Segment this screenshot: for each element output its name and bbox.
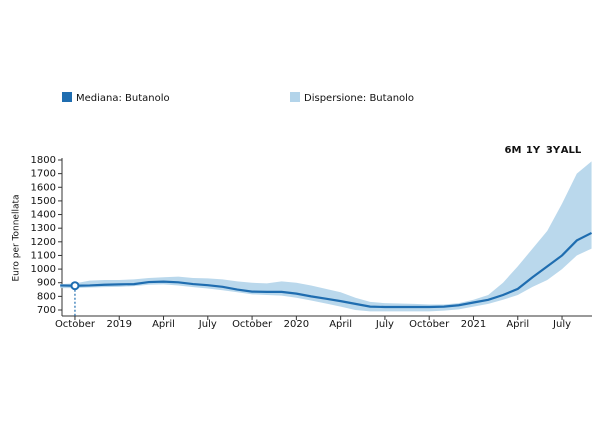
x-tick-label: April [329, 319, 352, 330]
x-tick-label: 2019 [107, 319, 132, 330]
y-tick-label: 1600 [31, 182, 56, 193]
y-axis-label: Euro per Tonnellata [12, 194, 22, 281]
y-tick-label: 1400 [31, 210, 56, 221]
x-tick-label: July [375, 319, 394, 330]
y-tick-label: 800 [37, 291, 56, 302]
y-tick-label: 1300 [31, 223, 56, 234]
legend-label: Dispersione: Butanolo [304, 93, 414, 104]
hover-marker [70, 281, 80, 291]
x-tick-label: October [409, 319, 450, 330]
x-tick-label: July [552, 319, 571, 330]
x-tick-label: April [506, 319, 529, 330]
y-tick-label: 900 [37, 278, 56, 289]
y-tick-label: 1200 [31, 237, 56, 248]
median-line [60, 231, 593, 309]
y-tick-label: 1100 [31, 250, 56, 261]
y-tick-label: 1800 [31, 155, 56, 166]
x-tick-label: 2021 [461, 319, 486, 330]
y-tick-label: 1700 [31, 169, 56, 180]
range-button[interactable]: ALL [561, 145, 582, 156]
x-tick-label: October [55, 319, 96, 330]
x-tick-label: July [198, 319, 217, 330]
legend-label: Mediana: Butanolo [76, 93, 170, 104]
range-button[interactable]: 1Y [526, 145, 541, 156]
x-tick-label: 2020 [284, 319, 309, 330]
legend-swatch [62, 92, 72, 102]
range-button[interactable]: 6M [505, 145, 522, 156]
y-tick-label: 1000 [31, 264, 56, 275]
y-tick-label: 1500 [31, 196, 56, 207]
range-button[interactable]: 3Y [546, 145, 561, 156]
legend-swatch [290, 92, 300, 102]
y-tick-label: 700 [37, 305, 56, 316]
x-tick-label: October [232, 319, 273, 330]
x-tick-label: April [152, 319, 175, 330]
